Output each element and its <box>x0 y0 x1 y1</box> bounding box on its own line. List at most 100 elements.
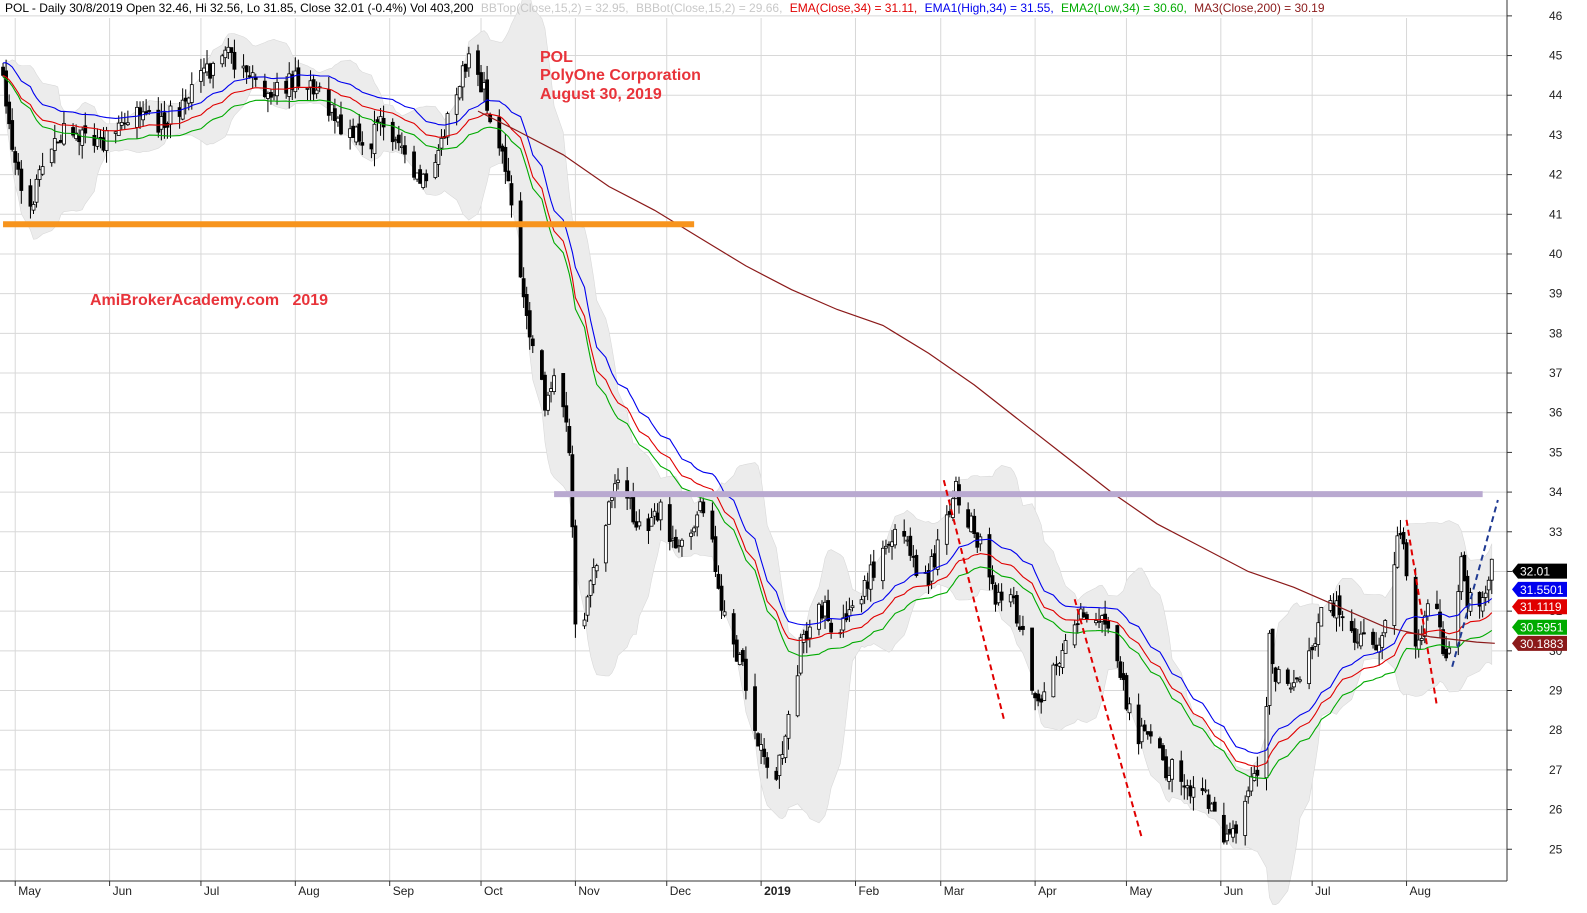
y-tick-label: 44 <box>1549 88 1563 102</box>
x-tick-label: Aug <box>1410 884 1431 898</box>
ema-low-line <box>2 76 1493 780</box>
candle <box>756 732 760 747</box>
x-tick-label: Jul <box>204 884 219 898</box>
header-title: POL - Daily 30/8/2019 Open 32.46, Hi 32.… <box>5 1 474 15</box>
candle <box>1234 820 1238 844</box>
x-tick-label: May <box>1129 884 1152 898</box>
candle <box>667 496 672 551</box>
candle <box>1413 567 1418 659</box>
candle <box>1362 618 1366 635</box>
candle <box>695 511 700 537</box>
candle <box>1489 558 1494 595</box>
candle <box>1264 696 1269 791</box>
candle <box>591 558 596 594</box>
candle <box>80 127 85 159</box>
candle <box>454 87 459 126</box>
candle <box>524 286 529 330</box>
x-tick-label: Jun <box>1224 884 1243 898</box>
candle <box>232 39 237 79</box>
indicator-lines <box>2 62 1495 780</box>
candle <box>445 111 450 146</box>
candle <box>390 118 395 151</box>
header-ema2: EMA2(Low,34) = 30.60, <box>1061 1 1187 15</box>
candle <box>357 114 362 146</box>
value-badge-label: 31.5501 <box>1520 583 1564 597</box>
candle <box>1438 599 1442 639</box>
x-tick-label: Jun <box>113 884 132 898</box>
candle <box>1468 587 1473 616</box>
candle <box>929 549 934 590</box>
candle <box>34 174 39 208</box>
candle <box>540 349 544 381</box>
value-badge-label: 30.5951 <box>1520 621 1564 635</box>
candle <box>1164 749 1168 781</box>
candle <box>1191 776 1196 811</box>
candle <box>1310 645 1315 660</box>
header-bbtop: BBTop(Close,15,2) = 32.95, <box>481 1 629 15</box>
candle <box>999 583 1004 612</box>
candle <box>244 65 249 84</box>
candle <box>713 525 718 578</box>
candle <box>1075 611 1080 634</box>
candle <box>1340 610 1345 632</box>
candle <box>1404 539 1409 581</box>
candle <box>731 609 736 658</box>
candle <box>116 115 121 136</box>
candle <box>594 563 599 579</box>
candle <box>902 519 907 544</box>
candle <box>497 109 502 156</box>
candle <box>1422 610 1427 644</box>
candle <box>211 61 216 89</box>
candle <box>1115 624 1120 668</box>
candle <box>1225 824 1229 845</box>
candle <box>765 752 770 779</box>
candle <box>1319 606 1324 627</box>
uptrend-line <box>1451 499 1499 667</box>
candle <box>1371 628 1375 649</box>
y-tick-label: 25 <box>1549 842 1563 856</box>
value-badge-label: 32.01 <box>1520 565 1550 579</box>
y-tick-label: 27 <box>1549 763 1563 777</box>
candle <box>1170 758 1175 793</box>
candle <box>606 500 611 525</box>
candle <box>1072 620 1077 649</box>
y-tick-label: 28 <box>1549 723 1563 737</box>
candle <box>701 497 706 517</box>
y-tick-label: 43 <box>1549 128 1563 142</box>
value-badge-label: 31.1119 <box>1520 600 1562 614</box>
x-tick-label: Feb <box>858 884 879 898</box>
y-tick-label: 40 <box>1549 247 1563 261</box>
candle <box>223 46 228 67</box>
candle <box>1221 802 1226 845</box>
candle <box>1270 628 1275 674</box>
value-badge: 30.5951 <box>1512 619 1567 635</box>
downtrend-line <box>1405 519 1438 707</box>
candle <box>972 508 977 539</box>
candle <box>1298 676 1302 684</box>
candle <box>55 141 60 144</box>
candle <box>625 466 630 511</box>
candle <box>908 527 913 561</box>
bollinger-band-area <box>2 0 1493 906</box>
candle <box>457 85 462 101</box>
candle <box>1480 591 1485 618</box>
candle <box>37 165 42 187</box>
y-tick-label: 38 <box>1549 326 1563 340</box>
annotation-company: PolyOne Corporation <box>540 67 701 84</box>
x-tick-label: May <box>18 884 41 898</box>
candle <box>49 148 54 167</box>
candle <box>1206 789 1211 814</box>
candle <box>1063 633 1068 654</box>
candle <box>689 529 693 550</box>
candle <box>1267 630 1272 715</box>
candle <box>716 565 721 590</box>
candle <box>28 178 33 219</box>
candle <box>1435 590 1439 610</box>
candle <box>485 65 490 114</box>
downtrend-line <box>1073 598 1143 838</box>
header-bbbot: BBBot(Close,15,2) = 29.66, <box>636 1 782 15</box>
candle <box>603 524 608 572</box>
y-tick-label: 29 <box>1549 684 1563 698</box>
candle <box>396 125 401 151</box>
